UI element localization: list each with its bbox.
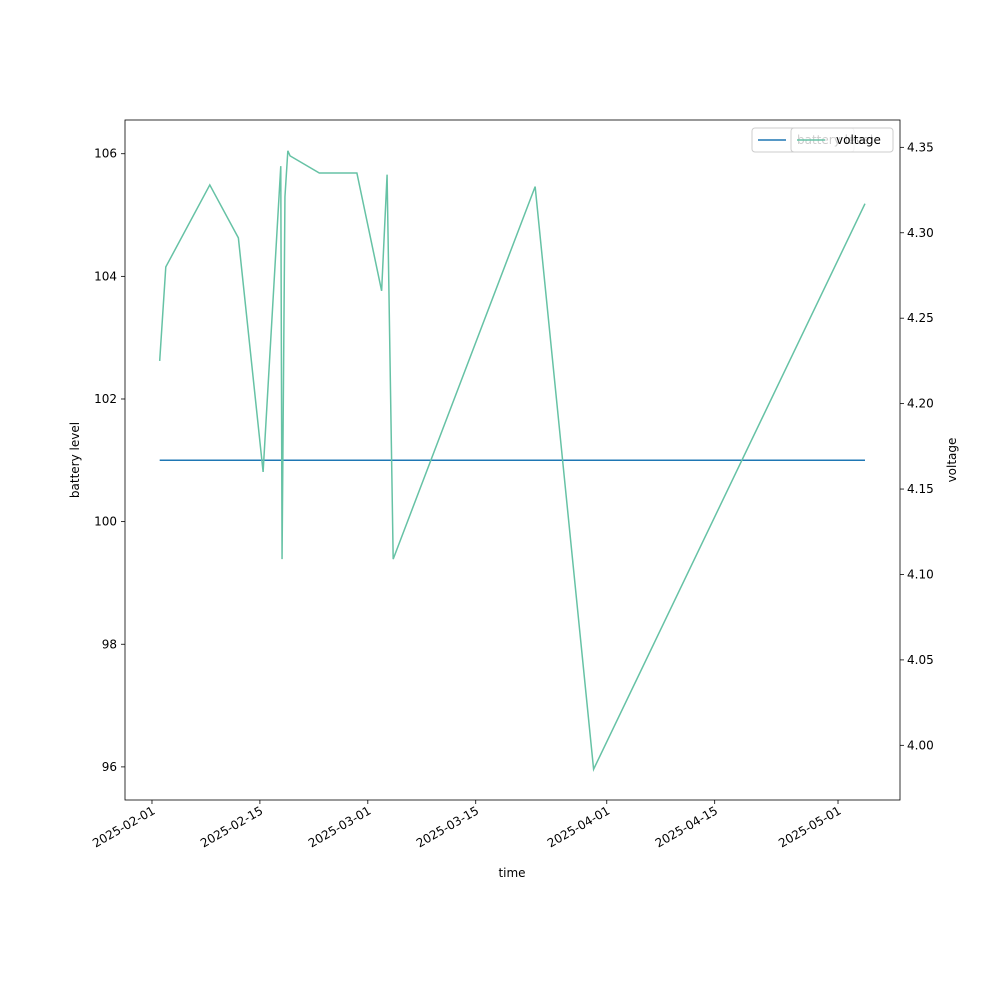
x-axis-label: time	[498, 866, 525, 880]
y2-tick-label: 4.10	[907, 567, 934, 581]
y2-tick-label: 4.20	[907, 397, 934, 411]
x-tick-label: 2025-03-15	[414, 803, 481, 850]
y2-axis-label: voltage	[945, 438, 959, 483]
y2-tick-label: 4.15	[907, 482, 934, 496]
y-tick-label: 96	[102, 760, 117, 774]
x-tick-label: 2025-05-01	[776, 803, 843, 850]
y-tick-label: 106	[94, 147, 117, 161]
y-axis-label: battery level	[68, 422, 82, 498]
y2-tick-label: 4.25	[907, 311, 934, 325]
x-tick-label: 2025-02-15	[198, 803, 265, 850]
x-tick-label: 2025-04-15	[653, 803, 720, 850]
y2-tick-label: 4.05	[907, 653, 934, 667]
line-series	[158, 150, 866, 772]
legend-box	[790, 127, 894, 153]
legend-label: voltage	[836, 133, 881, 147]
x-tick-label: 2025-03-01	[306, 803, 373, 850]
legend: voltage	[790, 127, 894, 153]
plot-frame	[124, 119, 901, 801]
y2-tick-label: 4.30	[907, 226, 934, 240]
x-tick-label: 2025-04-01	[545, 803, 612, 850]
y2-tick-label: 4.35	[907, 140, 934, 154]
y2-tick-label: 4.00	[907, 738, 934, 752]
y-tick-label: 104	[94, 269, 117, 283]
y-tick-label: 102	[94, 392, 117, 406]
y-tick-label: 98	[102, 637, 117, 651]
y-tick-label: 100	[94, 515, 117, 529]
x-tick-label: 2025-02-01	[90, 803, 157, 850]
